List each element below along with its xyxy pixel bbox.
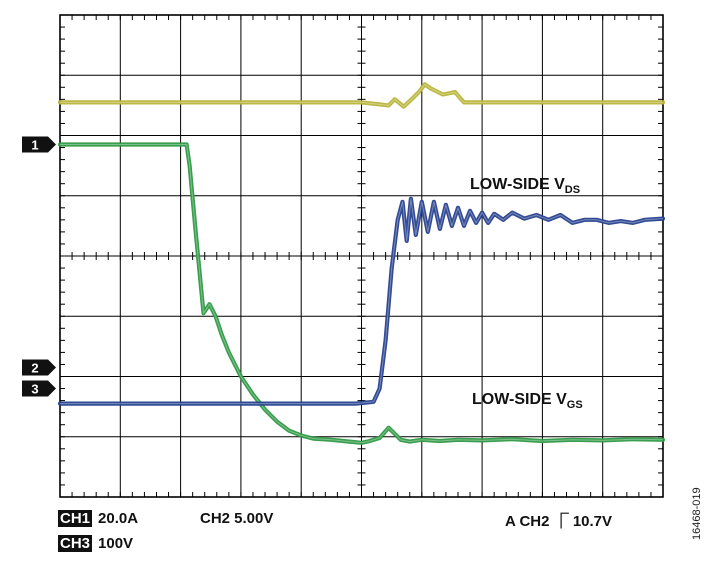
channel-marker-shape (22, 359, 56, 376)
channel-marker-label: 3 (31, 382, 38, 397)
trigger-level: 10.7V (572, 513, 613, 530)
figure-id: 16468-019 (691, 487, 703, 540)
channel-marker-3: 3 (22, 380, 56, 397)
trace-ch2-highlight (60, 198, 664, 405)
reference-markers: 1 2 3 (22, 136, 56, 397)
trace-ch3-highlight (60, 83, 663, 108)
ch3-tag: CH3 (58, 535, 93, 552)
vds-label-main: LOW-SIDE V (470, 176, 565, 193)
channel-marker-1: 1 (22, 136, 56, 153)
trace-ch1 (57, 142, 666, 445)
oscilloscope-chart: 123 LOW-SIDE VDS LOW-SIDE VGS (22, 14, 666, 498)
channel-marker-shape (22, 380, 56, 397)
trigger-readout: A CH2 ⎾ 10.7V (505, 510, 612, 531)
channel-marker-label: 2 (31, 360, 38, 375)
trigger-falling-edge-icon: ⎾ (553, 512, 569, 530)
trace-ch1-highlight (60, 144, 664, 444)
ch1-tag: CH1 (58, 510, 93, 527)
annotations: LOW-SIDE VDS LOW-SIDE VGS (470, 176, 583, 411)
ch2-scale: CH2 5.00V (200, 510, 274, 527)
vds-label: LOW-SIDE VDS (470, 176, 580, 196)
channel-marker-label: 1 (31, 138, 38, 153)
vds-label-sub: DS (565, 184, 580, 196)
trace-ch2 (57, 196, 666, 406)
grid (59, 14, 664, 498)
channel-marker-shape (22, 136, 56, 153)
ch1-scale: 20.0A (98, 510, 139, 527)
trace-ch3 (57, 82, 666, 109)
vgs-label-main: LOW-SIDE V (472, 391, 567, 408)
footer-row-1: CH1 20.0A (58, 510, 138, 527)
ch3-scale: 100V (98, 535, 134, 552)
traces (57, 82, 666, 445)
vgs-label: LOW-SIDE VGS (472, 391, 583, 411)
trigger-prefix: A CH2 (505, 513, 550, 530)
vgs-label-sub: GS (567, 399, 583, 411)
channel-marker-2: 2 (22, 359, 56, 376)
footer-row-2: CH3 100V (58, 535, 133, 552)
